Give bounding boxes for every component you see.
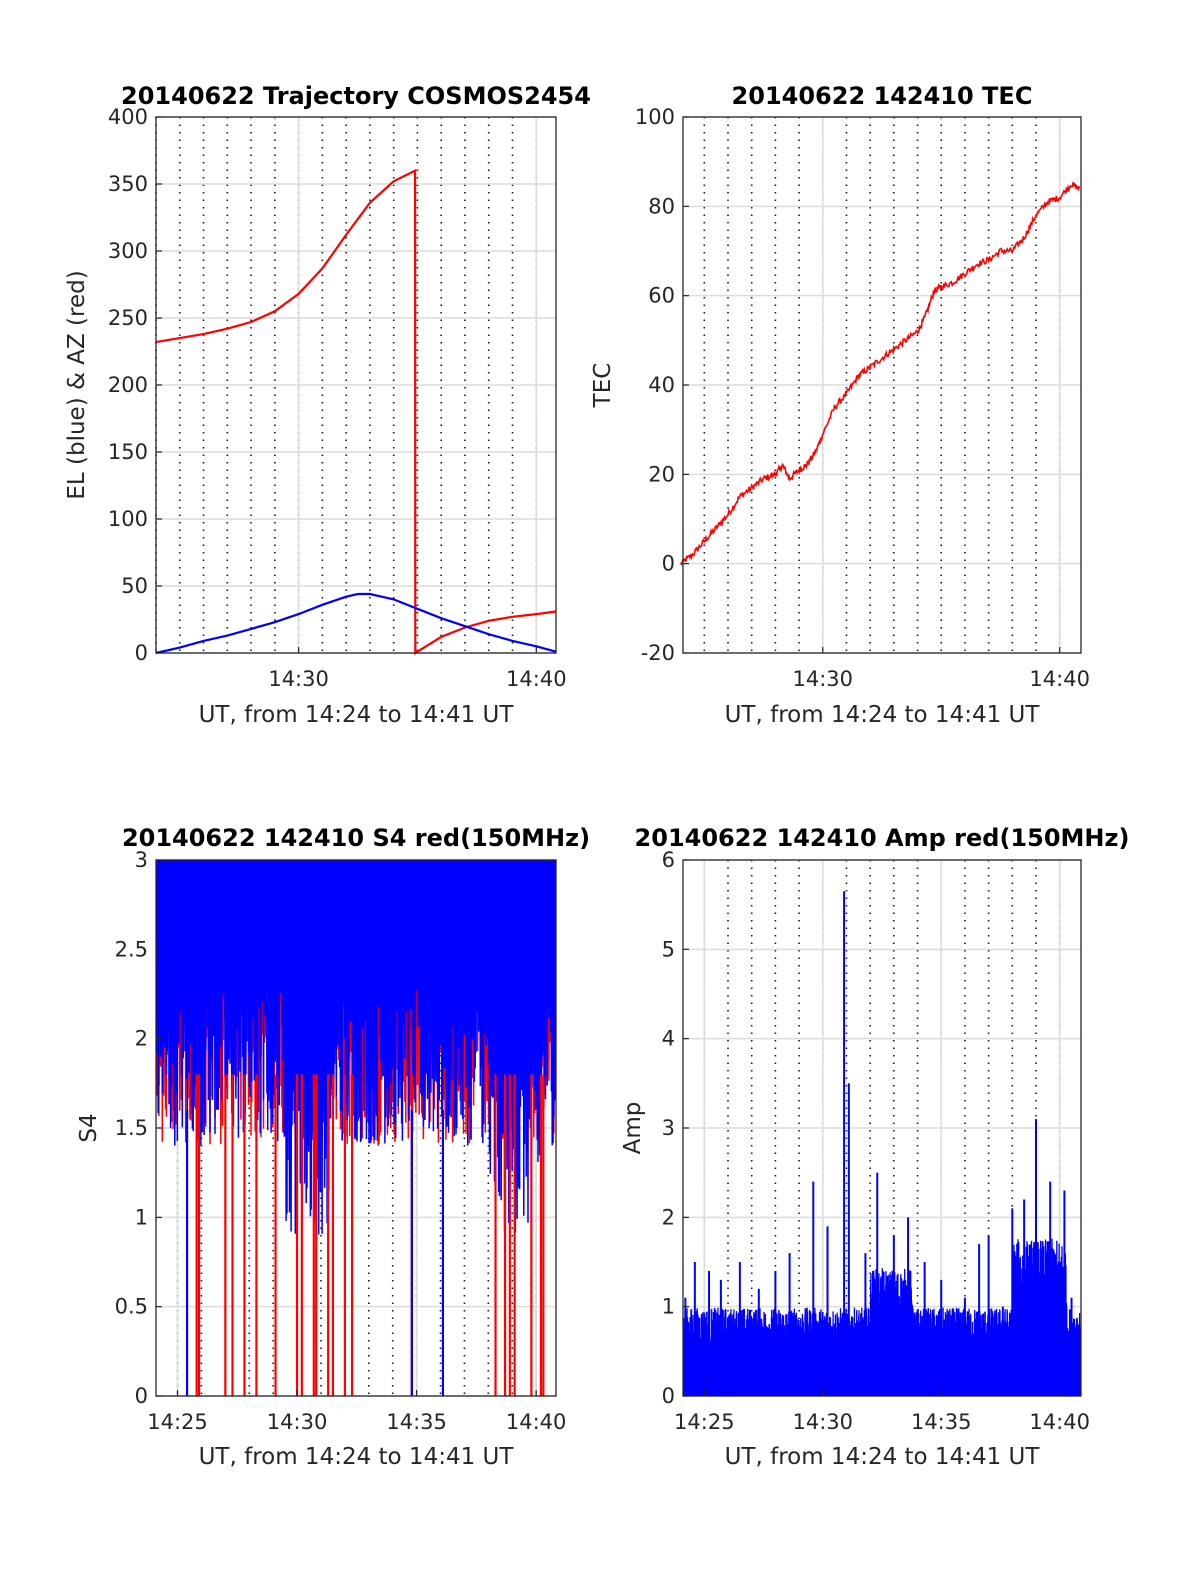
y-tick-label: 3 <box>662 1116 675 1140</box>
y-tick-label: 250 <box>108 306 148 330</box>
y-tick-label: 0 <box>662 552 675 576</box>
x-tick-label: 14:30 <box>268 667 329 691</box>
x-axis-label: UT, from 14:24 to 14:41 UT <box>199 1444 515 1470</box>
series-blue-s4 <box>156 860 556 1235</box>
x-tick-label: 14:30 <box>793 667 854 691</box>
y-tick-label: 3 <box>135 848 148 872</box>
x-tick-label: 14:40 <box>1029 667 1090 691</box>
y-tick-label: 100 <box>635 105 675 129</box>
x-tick-label: 14:30 <box>793 1410 854 1434</box>
x-tick-label: 14:40 <box>1029 1410 1090 1434</box>
x-axis-label: UT, from 14:24 to 14:41 UT <box>725 1444 1041 1470</box>
x-tick-label: 14:40 <box>506 1410 567 1434</box>
y-tick-label: 400 <box>108 105 148 129</box>
x-tick-label: 14:35 <box>911 1410 972 1434</box>
series-az-line <box>155 168 557 655</box>
y-tick-label: 60 <box>648 284 675 308</box>
x-tick-label: 14:30 <box>267 1410 328 1434</box>
y-axis-label: EL (blue) & AZ (red) <box>64 270 90 499</box>
x-tick-label: 14:35 <box>386 1410 447 1434</box>
x-tick-label: 14:25 <box>674 1410 735 1434</box>
chart-title: 20140622 142410 S4 red(150MHz) <box>122 824 590 852</box>
y-tick-label: 0.5 <box>115 1295 148 1319</box>
y-tick-label: 2.5 <box>115 937 148 961</box>
y-tick-label: 1 <box>135 1205 148 1229</box>
chart-title: 20140622 Trajectory COSMOS2454 <box>121 82 591 110</box>
panel-trajectory: 14:30 14:40 0 50 100 150 200 250 300 350 400 20140… <box>64 82 591 728</box>
y-tick-label: 80 <box>648 194 675 218</box>
y-tick-label: 1.5 <box>115 1116 148 1140</box>
y-tick-label: 6 <box>662 848 675 872</box>
y-tick-label: 350 <box>108 172 148 196</box>
y-tick-label: 20 <box>648 462 675 486</box>
y-tick-label: 200 <box>108 373 148 397</box>
y-tick-label: 100 <box>108 507 148 531</box>
y-axis-label: TEC <box>590 363 616 409</box>
y-tick-label: 2 <box>135 1027 148 1051</box>
y-tick-label: 4 <box>662 1027 675 1051</box>
y-tick-label: -20 <box>641 641 675 665</box>
series-amp-noise <box>683 1238 1081 1396</box>
y-tick-label: 0 <box>135 641 148 665</box>
panel-tec: 14:30 14:40 -20 0 20 40 60 80 100 20140622 14241… <box>590 82 1090 728</box>
panel-s4: 14:25 14:30 14:35 14:40 0 0.5 1 1.5 2 2.5 3 201406… <box>76 824 590 1470</box>
x-axis-label: UT, from 14:24 to 14:41 UT <box>725 702 1041 728</box>
y-tick-label: 2 <box>662 1205 675 1229</box>
y-tick-label: 1 <box>662 1295 675 1319</box>
series-tec-line <box>679 181 1081 567</box>
panel-amp: 14:25 14:30 14:35 14:40 0 1 2 3 4 5 6 20140622 142… <box>620 824 1129 1470</box>
series-el-line <box>155 592 557 655</box>
chart-title: 20140622 142410 TEC <box>732 82 1033 110</box>
y-axis-label: Amp <box>620 1102 646 1155</box>
y-tick-label: 5 <box>662 937 675 961</box>
y-tick-label: 0 <box>662 1384 675 1408</box>
chart-title: 20140622 142410 Amp red(150MHz) <box>635 824 1130 852</box>
y-tick-label: 50 <box>121 574 148 598</box>
x-axis-label: UT, from 14:24 to 14:41 UT <box>199 702 515 728</box>
y-tick-label: 40 <box>648 373 675 397</box>
x-tick-label: 14:40 <box>506 667 567 691</box>
y-axis-label: S4 <box>76 1113 102 1142</box>
y-tick-label: 0 <box>135 1384 148 1408</box>
y-tick-label: 300 <box>108 239 148 263</box>
y-tick-label: 150 <box>108 440 148 464</box>
x-tick-label: 14:25 <box>147 1410 208 1434</box>
